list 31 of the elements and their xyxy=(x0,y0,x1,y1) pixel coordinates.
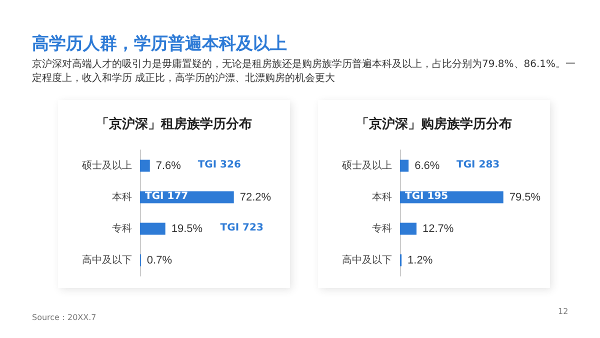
y-tick-label: 高中及以下 xyxy=(82,254,132,266)
annotation: TGI 195 xyxy=(405,190,448,202)
y-tick-label: 硕士及以上 xyxy=(81,159,132,172)
bar xyxy=(400,160,409,172)
bar xyxy=(140,160,150,172)
y-tick-label: 硕士及以上 xyxy=(341,159,392,172)
chart-title: 「京沪深」购房族学历分布 xyxy=(356,116,512,131)
annotation: TGI 723 xyxy=(220,222,264,234)
data-label: 1.2% xyxy=(408,254,433,266)
y-tick-label: 本科 xyxy=(112,190,132,203)
chart-title: 「京沪深」租房族学历分布 xyxy=(96,116,252,131)
source-note: Source：20XX.7 xyxy=(32,312,96,323)
data-label: 19.5% xyxy=(171,222,203,235)
y-tick-label: 高中及以下 xyxy=(342,254,392,266)
y-tick-label: 专科 xyxy=(112,222,132,234)
y-tick-label: 本科 xyxy=(372,190,392,203)
bar xyxy=(140,222,166,235)
data-label: 6.6% xyxy=(414,160,440,172)
annotation: TGI 326 xyxy=(198,159,241,170)
text: 12 xyxy=(558,307,568,316)
data-label: 12.7% xyxy=(422,222,454,235)
data-label: 79.5% xyxy=(509,191,541,204)
bar xyxy=(400,222,417,235)
y-tick-label: 专科 xyxy=(372,222,392,234)
annotation: TGI 177 xyxy=(145,190,188,202)
data-label: 72.2% xyxy=(240,191,272,204)
text: 高学历人群，学历普遍本科及以上 xyxy=(32,33,287,55)
data-label: 7.6% xyxy=(156,160,182,172)
text: 京沪深对高端人才的吸引力是毋庸置疑的，无论是租房族还是购房族学历普遍本科及以上，占比分别为79.8%、86.1%。一定程度上，收入和学历 成正比，高学历的沪漂、北漂购房的机会更大 xyxy=(32,58,577,86)
annotation: TGI 283 xyxy=(456,159,500,170)
data-label: 0.7% xyxy=(146,254,172,266)
